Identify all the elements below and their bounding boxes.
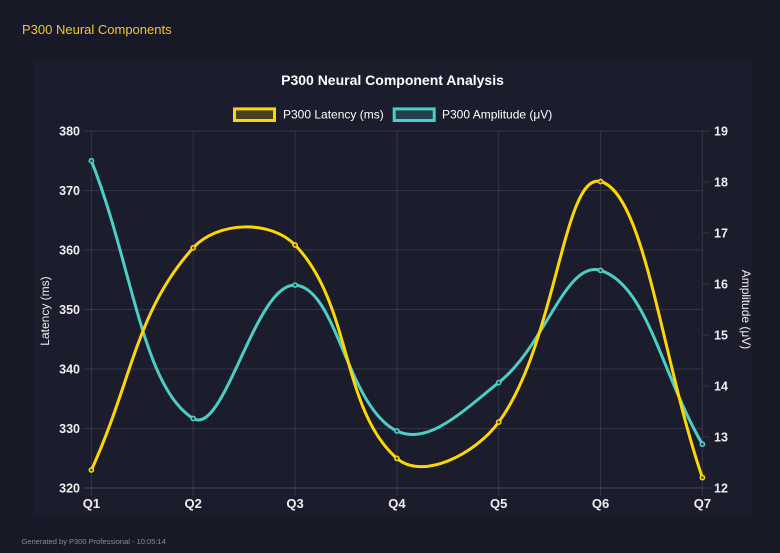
svg-text:Amplitude (μV): Amplitude (μV) <box>739 270 753 350</box>
svg-text:12: 12 <box>714 482 728 496</box>
svg-text:15: 15 <box>714 329 728 343</box>
svg-text:360: 360 <box>59 244 80 258</box>
svg-text:330: 330 <box>59 422 80 436</box>
svg-text:Q5: Q5 <box>490 496 507 511</box>
svg-text:370: 370 <box>59 184 80 198</box>
svg-text:Q3: Q3 <box>286 496 303 511</box>
svg-text:16: 16 <box>714 278 728 292</box>
svg-text:350: 350 <box>59 303 80 317</box>
svg-text:Q6: Q6 <box>592 496 609 511</box>
svg-text:13: 13 <box>714 431 728 445</box>
svg-text:P300 Neural Component Analysis: P300 Neural Component Analysis <box>281 72 504 88</box>
svg-text:320: 320 <box>59 482 80 496</box>
svg-text:18: 18 <box>714 176 728 190</box>
svg-text:Q4: Q4 <box>388 496 406 511</box>
svg-text:Latency (ms): Latency (ms) <box>38 276 52 345</box>
svg-text:14: 14 <box>714 380 728 394</box>
svg-text:340: 340 <box>59 363 80 377</box>
svg-text:P300 Amplitude (μV): P300 Amplitude (μV) <box>442 108 552 122</box>
svg-text:17: 17 <box>714 227 728 241</box>
svg-text:P300 Latency (ms): P300 Latency (ms) <box>283 108 384 122</box>
svg-text:380: 380 <box>59 125 80 139</box>
svg-text:Q2: Q2 <box>185 496 202 511</box>
svg-text:Q1: Q1 <box>83 496 100 511</box>
svg-text:Q7: Q7 <box>694 496 711 511</box>
svg-text:19: 19 <box>714 125 728 139</box>
